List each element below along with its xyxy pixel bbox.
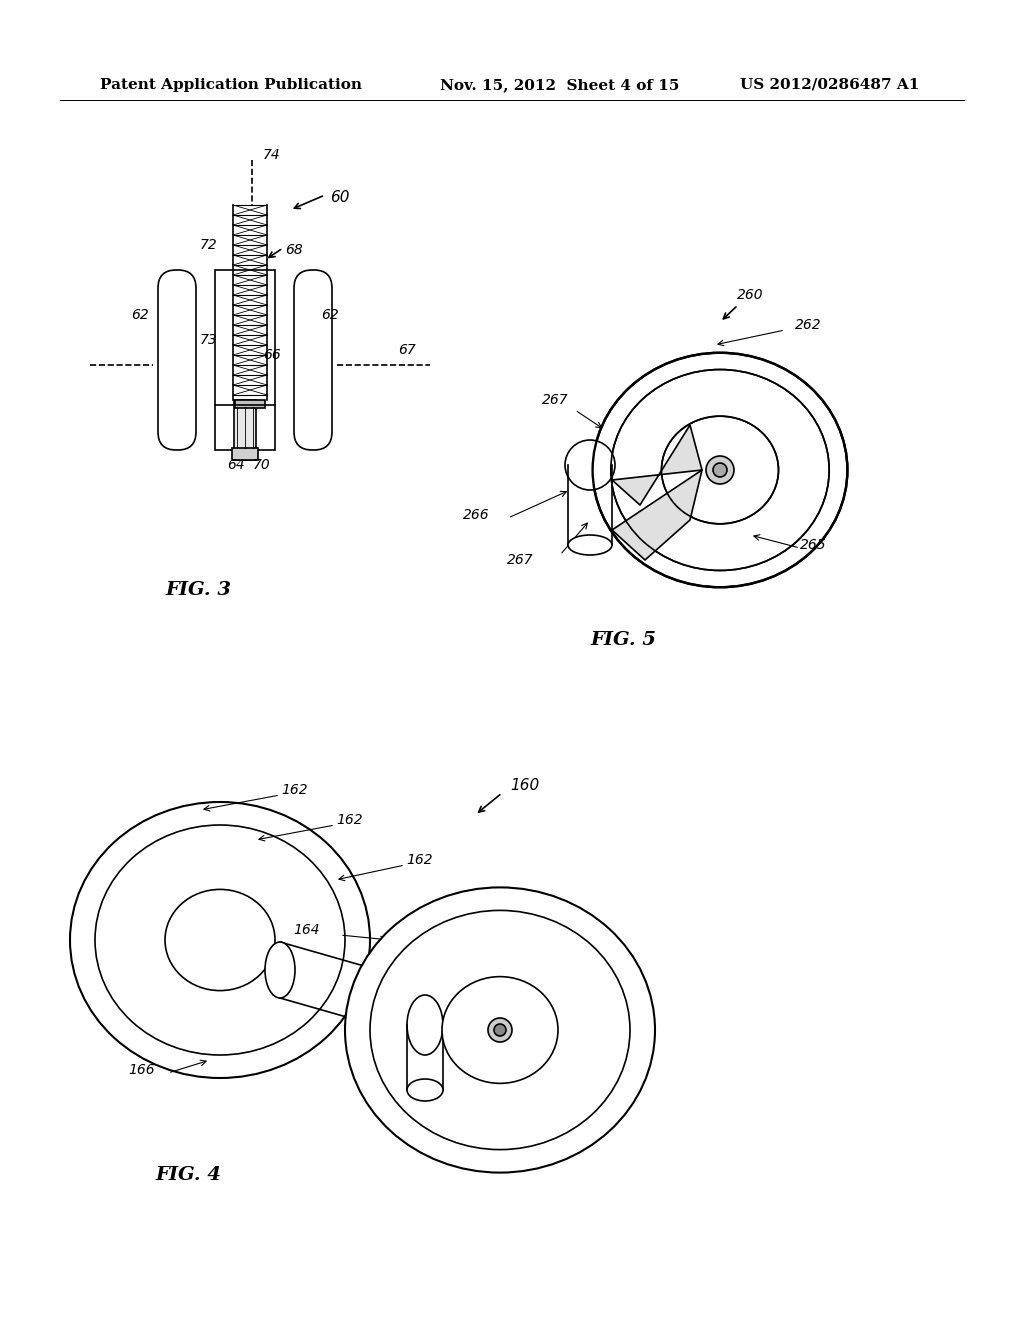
Ellipse shape: [568, 535, 612, 554]
Text: 73: 73: [200, 333, 217, 347]
Text: 60: 60: [330, 190, 349, 206]
Text: 70: 70: [253, 458, 270, 473]
Bar: [215, 271, 275, 450]
Text: Nov. 15, 2012  Sheet 4 of 15: Nov. 15, 2012 Sheet 4 of 15: [440, 78, 679, 92]
Text: 72: 72: [200, 238, 217, 252]
Ellipse shape: [407, 995, 443, 1055]
Text: 267: 267: [507, 553, 534, 568]
Text: 164: 164: [293, 923, 319, 937]
Bar: [232, 447, 258, 459]
Ellipse shape: [95, 825, 345, 1055]
Text: 67: 67: [398, 343, 416, 356]
Text: 74: 74: [263, 148, 281, 162]
Text: 266: 266: [464, 508, 490, 521]
Circle shape: [706, 455, 734, 484]
Ellipse shape: [565, 440, 615, 490]
Ellipse shape: [610, 370, 829, 570]
Ellipse shape: [662, 416, 778, 524]
Ellipse shape: [265, 942, 295, 998]
Text: 165: 165: [481, 1018, 508, 1032]
Text: 162: 162: [337, 813, 364, 828]
Text: 62: 62: [321, 308, 339, 322]
Text: 66: 66: [263, 348, 281, 362]
Text: 166: 166: [128, 1063, 155, 1077]
FancyBboxPatch shape: [158, 271, 196, 450]
Text: 260: 260: [736, 288, 763, 302]
Ellipse shape: [442, 977, 558, 1084]
Text: 162: 162: [282, 783, 308, 797]
Bar: [234, 400, 256, 459]
Polygon shape: [612, 425, 702, 506]
Text: 64: 64: [227, 458, 245, 473]
Text: 267: 267: [542, 393, 568, 407]
Circle shape: [488, 1018, 512, 1041]
Text: FIG. 5: FIG. 5: [590, 631, 656, 649]
Ellipse shape: [345, 887, 655, 1172]
Circle shape: [494, 1024, 506, 1036]
Ellipse shape: [593, 352, 848, 587]
Ellipse shape: [70, 803, 370, 1078]
Ellipse shape: [475, 1002, 505, 1059]
Text: 262: 262: [795, 318, 821, 333]
Text: 265: 265: [800, 539, 826, 552]
Text: US 2012/0286487 A1: US 2012/0286487 A1: [740, 78, 920, 92]
Text: 162: 162: [407, 853, 433, 867]
Text: 62: 62: [131, 308, 150, 322]
Circle shape: [713, 463, 727, 477]
Text: FIG. 3: FIG. 3: [165, 581, 231, 599]
Polygon shape: [410, 975, 475, 1080]
Text: FIG. 4: FIG. 4: [155, 1166, 221, 1184]
Bar: [234, 400, 265, 408]
Text: 160: 160: [510, 777, 540, 792]
Ellipse shape: [165, 890, 275, 990]
Polygon shape: [612, 470, 702, 560]
Ellipse shape: [370, 911, 630, 1150]
Text: 68: 68: [285, 243, 303, 257]
Text: Patent Application Publication: Patent Application Publication: [100, 78, 362, 92]
FancyBboxPatch shape: [294, 271, 332, 450]
Ellipse shape: [407, 1078, 443, 1101]
Text: 162: 162: [481, 888, 508, 902]
